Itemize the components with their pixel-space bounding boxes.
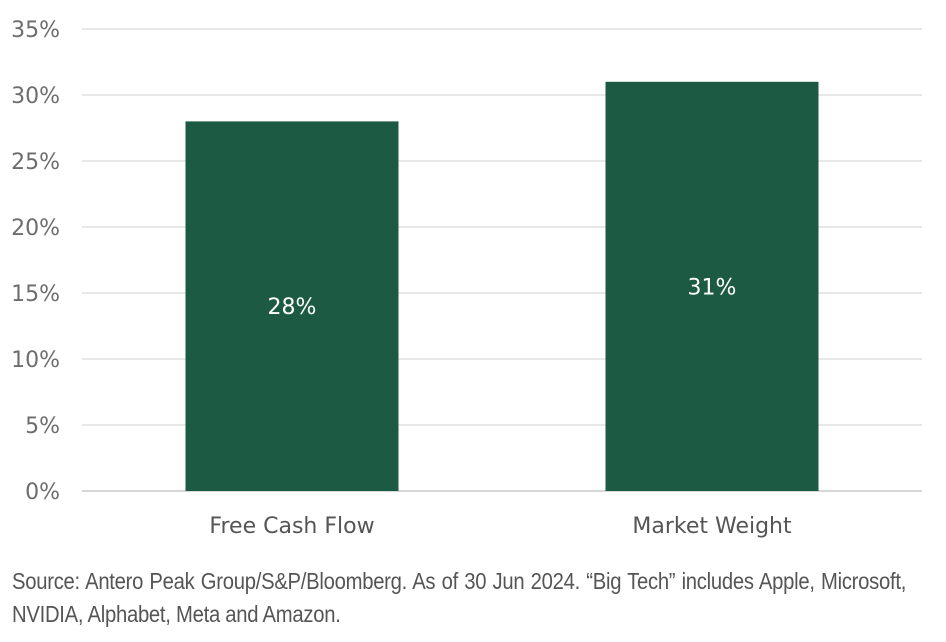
source-caption: Source: Antero Peak Group/S&P/Bloomberg.…: [12, 568, 907, 627]
y-tick-label: 15%: [11, 282, 60, 307]
data-label: 28%: [268, 295, 317, 320]
y-tick-label: 0%: [25, 480, 60, 505]
data-label: 31%: [688, 275, 737, 300]
x-tick-label: Free Cash Flow: [209, 514, 374, 539]
bar-chart: 0% 5% 10% 15% 20% 25% 30% 35% 28% 31% Free Cash …: [11, 18, 922, 539]
bars: 28% 31%: [185, 81, 819, 492]
bar-market-weight: [605, 81, 819, 492]
bar-free-cash-flow: [185, 121, 399, 492]
y-tick-label: 35%: [11, 18, 60, 43]
y-tick-label: 20%: [11, 216, 60, 241]
x-axis-ticks: Free Cash Flow Market Weight: [209, 514, 792, 539]
y-axis-ticks: 0% 5% 10% 15% 20% 25% 30% 35%: [11, 18, 60, 505]
y-tick-label: 30%: [11, 84, 60, 109]
y-tick-label: 25%: [11, 150, 60, 175]
x-tick-label: Market Weight: [632, 514, 792, 539]
y-tick-label: 10%: [11, 348, 60, 373]
y-tick-label: 5%: [25, 414, 60, 439]
